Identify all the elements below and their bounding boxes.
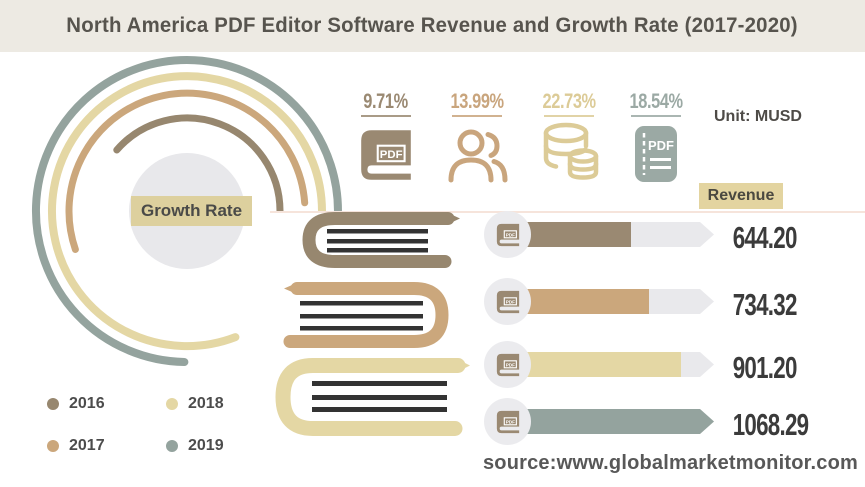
row-pdf-book-icon: PDF bbox=[484, 398, 531, 445]
revenue-value-2017: 734.32 bbox=[732, 287, 798, 322]
legend-item-2018: 2018 bbox=[166, 395, 224, 413]
book-illustration-2018 bbox=[275, 358, 470, 436]
revenue-bar-fill-2019 bbox=[505, 409, 714, 434]
revenue-bar-2019 bbox=[505, 409, 714, 434]
revenue-bar-fill-2018 bbox=[505, 352, 681, 377]
legend-dot-2019 bbox=[166, 440, 178, 452]
legend-dot-2017 bbox=[47, 440, 59, 452]
growth-value-2019: 18.54% bbox=[629, 90, 683, 113]
growth-value-2016: 9.71% bbox=[363, 90, 409, 113]
revenue-header-label: Revenue bbox=[707, 187, 775, 204]
svg-text:PDF: PDF bbox=[505, 362, 514, 367]
pdf-file-icon: PDF bbox=[620, 122, 692, 184]
row-pdf-book-icon: PDF bbox=[484, 341, 531, 388]
legend-label-2018: 2018 bbox=[188, 395, 224, 412]
book-illustration-2016 bbox=[302, 212, 460, 268]
growth-stat-2018: 22.73% bbox=[533, 90, 605, 184]
svg-text:PDF: PDF bbox=[648, 138, 674, 153]
legend-dot-2016 bbox=[47, 398, 59, 410]
page-title: North America PDF Editor Software Revenu… bbox=[66, 14, 799, 37]
legend-label-2017: 2017 bbox=[69, 437, 105, 454]
growth-value-2017: 13.99% bbox=[450, 90, 504, 113]
people-icon bbox=[441, 122, 513, 184]
svg-text:PDF: PDF bbox=[505, 419, 514, 424]
legend-label-2019: 2019 bbox=[188, 437, 224, 454]
stat-underline bbox=[452, 115, 502, 117]
legend-dot-2018 bbox=[166, 398, 178, 410]
revenue-value-2016: 644.20 bbox=[732, 220, 798, 255]
book-illustration-2017 bbox=[283, 282, 449, 348]
stat-underline bbox=[631, 115, 681, 117]
row-pdf-book-icon: PDF bbox=[484, 211, 531, 258]
source-attribution: source:www.globalmarketmonitor.com bbox=[482, 452, 858, 474]
svg-text:PDF: PDF bbox=[505, 299, 514, 304]
growth-rate-label-band: Growth Rate bbox=[131, 196, 252, 226]
growth-stat-2017: 13.99% bbox=[441, 90, 513, 184]
svg-text:PDF: PDF bbox=[380, 149, 403, 161]
growth-value-2018: 22.73% bbox=[542, 90, 596, 113]
stat-underline bbox=[361, 115, 411, 117]
revenue-bar-2017 bbox=[505, 289, 714, 314]
revenue-bar-2018 bbox=[505, 352, 714, 377]
legend-label-2016: 2016 bbox=[69, 395, 105, 412]
revenue-value-2018: 901.20 bbox=[732, 350, 798, 385]
stat-underline bbox=[544, 115, 594, 117]
growth-stat-2019: 18.54% PDF bbox=[620, 90, 692, 184]
unit-label: Unit: MUSD bbox=[714, 108, 802, 125]
database-icon bbox=[533, 122, 605, 184]
legend-item-2016: 2016 bbox=[47, 395, 105, 413]
legend-item-2019: 2019 bbox=[166, 437, 224, 455]
revenue-header-badge: Revenue bbox=[699, 183, 783, 209]
revenue-value-2019: 1068.29 bbox=[732, 407, 809, 442]
legend-item-2017: 2017 bbox=[47, 437, 105, 455]
row-pdf-book-icon: PDF bbox=[484, 278, 531, 325]
svg-text:PDF: PDF bbox=[505, 232, 514, 237]
pdf-book-icon: PDF bbox=[350, 122, 422, 184]
revenue-bar-2016 bbox=[505, 222, 714, 247]
growth-rate-label: Growth Rate bbox=[140, 201, 243, 220]
title-bar: North America PDF Editor Software Revenu… bbox=[0, 0, 865, 52]
growth-stat-2016: 9.71% PDF bbox=[350, 90, 422, 184]
